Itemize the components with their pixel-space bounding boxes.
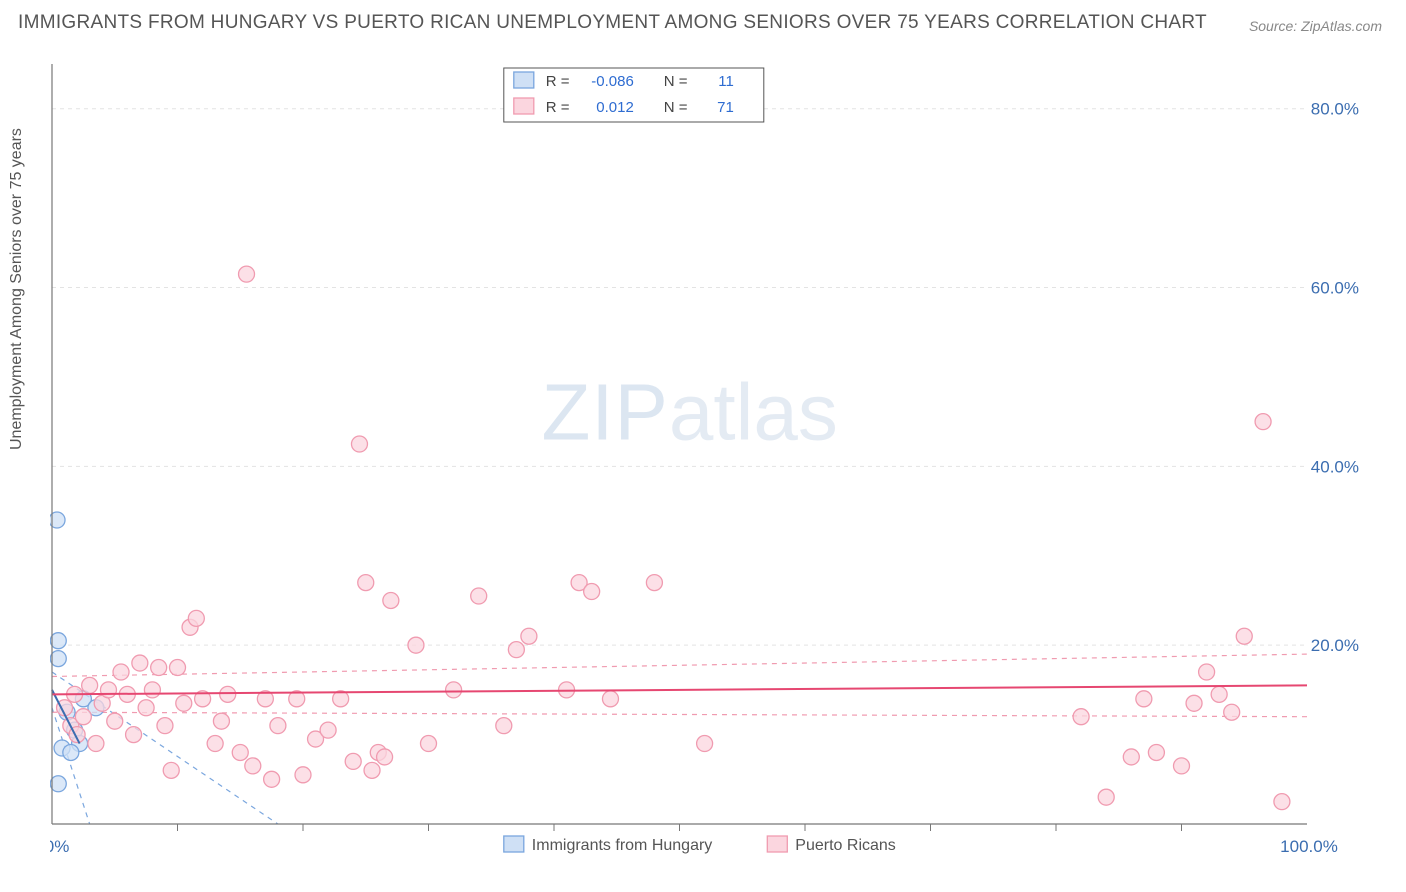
- legend-swatch: [514, 98, 534, 114]
- data-point: [239, 266, 255, 282]
- data-point: [351, 436, 367, 452]
- data-point: [383, 592, 399, 608]
- data-point: [1123, 749, 1139, 765]
- data-point: [496, 718, 512, 734]
- data-point: [1136, 691, 1152, 707]
- data-point: [320, 722, 336, 738]
- confidence-line: [52, 654, 1307, 676]
- data-point: [207, 736, 223, 752]
- watermark: ZIPatlas: [541, 368, 837, 457]
- legend-swatch: [767, 836, 787, 852]
- data-point: [50, 776, 66, 792]
- y-tick-label: 60.0%: [1311, 279, 1359, 298]
- legend-n-label: N =: [664, 73, 688, 90]
- scatter-chart: ZIPatlas 20.0% 40.0% 60.0% 80.0% 0.0% 100.0% R …: [50, 50, 1360, 870]
- y-axis-label: Unemployment Among Seniors over 75 years: [8, 128, 26, 450]
- data-point: [584, 584, 600, 600]
- data-point: [521, 628, 537, 644]
- data-point: [232, 744, 248, 760]
- y-tick-label: 80.0%: [1311, 100, 1359, 119]
- y-tick-label: 40.0%: [1311, 457, 1359, 476]
- data-point: [144, 682, 160, 698]
- data-point: [1211, 686, 1227, 702]
- data-point: [377, 749, 393, 765]
- data-point: [295, 767, 311, 783]
- data-point: [113, 664, 129, 680]
- data-point: [1186, 695, 1202, 711]
- legend-n-value: 71: [717, 99, 734, 116]
- data-point: [107, 713, 123, 729]
- data-point: [157, 718, 173, 734]
- confidence-line: [52, 712, 1307, 716]
- legend-series-label: Immigrants from Hungary: [532, 837, 713, 854]
- x-tick-label: 100.0%: [1280, 837, 1338, 856]
- data-point: [1236, 628, 1252, 644]
- legend-swatch: [504, 836, 524, 852]
- legend-r-value: 0.012: [596, 99, 634, 116]
- legend-r-label: R =: [546, 73, 570, 90]
- data-point: [1148, 744, 1164, 760]
- source-attribution: Source: ZipAtlas.com: [1249, 18, 1382, 34]
- data-point: [646, 575, 662, 591]
- data-point: [50, 633, 66, 649]
- data-point: [421, 736, 437, 752]
- legend-n-label: N =: [664, 99, 688, 116]
- legend-swatch: [514, 72, 534, 88]
- data-point: [364, 762, 380, 778]
- data-point: [1224, 704, 1240, 720]
- data-point: [82, 677, 98, 693]
- data-point: [264, 771, 280, 787]
- data-point: [446, 682, 462, 698]
- data-point: [270, 718, 286, 734]
- data-point: [126, 727, 142, 743]
- data-point: [508, 642, 524, 658]
- data-point: [163, 762, 179, 778]
- data-point: [602, 691, 618, 707]
- data-point: [63, 744, 79, 760]
- x-tick-label: 0.0%: [50, 837, 69, 856]
- data-point: [213, 713, 229, 729]
- data-point: [151, 660, 167, 676]
- data-point: [1255, 414, 1271, 430]
- data-point: [1274, 794, 1290, 810]
- data-point: [471, 588, 487, 604]
- data-point: [75, 709, 91, 725]
- legend-series-label: Puerto Ricans: [795, 837, 896, 854]
- data-point: [176, 695, 192, 711]
- data-point: [408, 637, 424, 653]
- y-tick-label: 20.0%: [1311, 636, 1359, 655]
- legend-n-value: 11: [718, 73, 734, 90]
- data-point: [1098, 789, 1114, 805]
- data-point: [138, 700, 154, 716]
- data-point: [188, 610, 204, 626]
- data-point: [170, 660, 186, 676]
- data-point: [88, 736, 104, 752]
- data-point: [132, 655, 148, 671]
- data-point: [245, 758, 261, 774]
- legend-r-value: -0.086: [591, 73, 634, 90]
- data-point: [697, 736, 713, 752]
- data-point: [1199, 664, 1215, 680]
- legend-r-label: R =: [546, 99, 570, 116]
- data-point: [220, 686, 236, 702]
- data-point: [1174, 758, 1190, 774]
- data-point: [358, 575, 374, 591]
- trend-line: [52, 685, 1307, 694]
- data-point: [345, 753, 361, 769]
- chart-title: IMMIGRANTS FROM HUNGARY VS PUERTO RICAN …: [18, 12, 1207, 34]
- data-point: [100, 682, 116, 698]
- data-point: [1073, 709, 1089, 725]
- chart-container: IMMIGRANTS FROM HUNGARY VS PUERTO RICAN …: [0, 0, 1406, 892]
- data-point: [50, 651, 66, 667]
